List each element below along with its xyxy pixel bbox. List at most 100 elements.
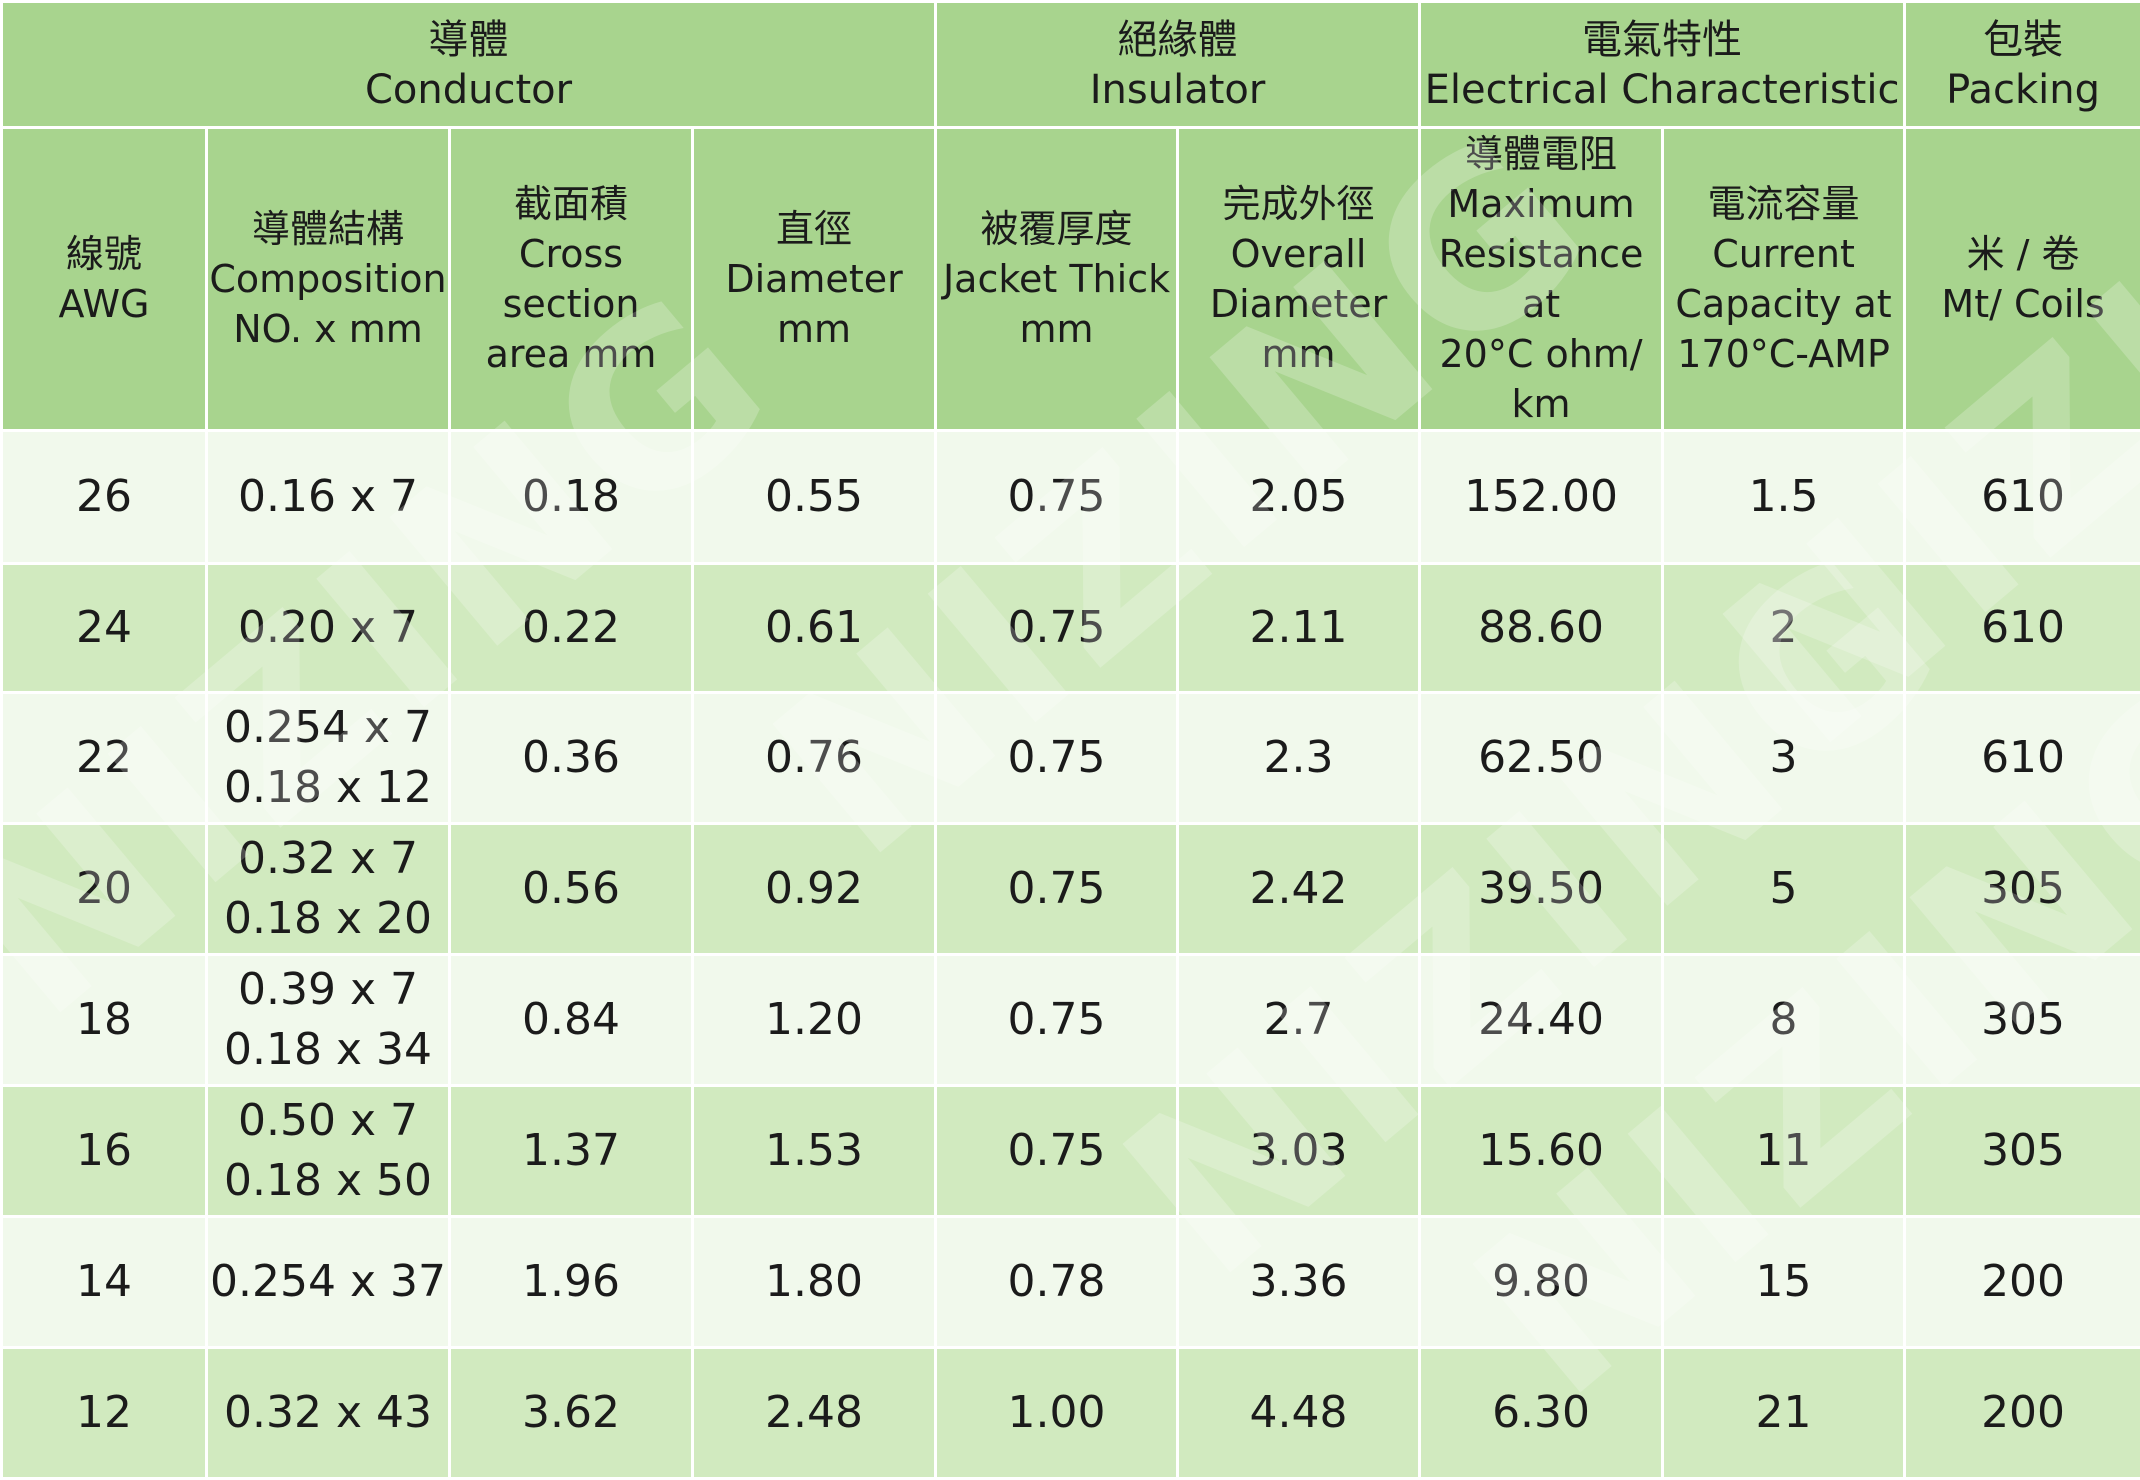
cell-resistance: 62.50 bbox=[1420, 693, 1663, 824]
cell-resistance: 15.60 bbox=[1420, 1086, 1663, 1217]
column-header-line: Composition bbox=[208, 254, 448, 304]
column-header-line: Jacket Thick bbox=[937, 254, 1176, 304]
cell-diameter: 1.53 bbox=[693, 1086, 936, 1217]
cell-composition: 0.20 x 7 bbox=[207, 564, 450, 693]
cell-resistance: 39.50 bbox=[1420, 824, 1663, 955]
cell-awg: 24 bbox=[2, 564, 207, 693]
column-header-line: Capacity at bbox=[1664, 279, 1903, 329]
cell-awg: 18 bbox=[2, 955, 207, 1086]
cell-overall-diameter: 4.48 bbox=[1178, 1348, 1420, 1479]
group-header-en: Conductor bbox=[3, 65, 934, 115]
cell-diameter: 0.61 bbox=[693, 564, 936, 693]
group-header-conductor: 導體 Conductor bbox=[2, 2, 936, 128]
column-header-line: 米 / 卷 bbox=[1906, 229, 2140, 279]
cell-resistance: 24.40 bbox=[1420, 955, 1663, 1086]
cell-cross-section: 1.96 bbox=[450, 1217, 693, 1348]
cell-resistance: 88.60 bbox=[1420, 564, 1663, 693]
cell-cross-section: 0.84 bbox=[450, 955, 693, 1086]
cell-diameter: 0.55 bbox=[693, 431, 936, 564]
cell-diameter: 2.48 bbox=[693, 1348, 936, 1479]
cell-overall-diameter: 3.36 bbox=[1178, 1217, 1420, 1348]
cell-jacket-thick: 0.78 bbox=[936, 1217, 1178, 1348]
column-header-line: 170°C-AMP bbox=[1664, 329, 1903, 379]
group-header-packing: 包裝 Packing bbox=[1905, 2, 2140, 128]
cell-composition: 0.254 x 37 bbox=[207, 1217, 450, 1348]
composition-line: 0.20 x 7 bbox=[208, 598, 448, 658]
column-header-line: 導體結構 bbox=[208, 204, 448, 254]
cell-resistance: 9.80 bbox=[1420, 1217, 1663, 1348]
cell-packing: 305 bbox=[1905, 824, 2140, 955]
column-header-line: Mt/ Coils bbox=[1906, 279, 2140, 329]
cell-diameter: 0.92 bbox=[693, 824, 936, 955]
cell-diameter: 1.20 bbox=[693, 955, 936, 1086]
cell-overall-diameter: 2.11 bbox=[1178, 564, 1420, 693]
column-header-line: Maximum bbox=[1421, 179, 1661, 229]
cell-current-capacity: 11 bbox=[1663, 1086, 1905, 1217]
column-header-line: mm bbox=[937, 304, 1176, 354]
cell-jacket-thick: 0.75 bbox=[936, 955, 1178, 1086]
cell-awg: 26 bbox=[2, 431, 207, 564]
cell-overall-diameter: 2.05 bbox=[1178, 431, 1420, 564]
cell-current-capacity: 21 bbox=[1663, 1348, 1905, 1479]
cell-awg: 12 bbox=[2, 1348, 207, 1479]
cell-packing: 305 bbox=[1905, 955, 2140, 1086]
column-header-line: mm bbox=[694, 304, 934, 354]
composition-line: 0.39 x 7 bbox=[208, 960, 448, 1020]
cell-packing: 610 bbox=[1905, 564, 2140, 693]
group-header-insulator: 絕緣體 Insulator bbox=[936, 2, 1420, 128]
group-header-zh: 導體 bbox=[3, 15, 934, 65]
group-header-en: Packing bbox=[1906, 65, 2140, 115]
group-header-zh: 包裝 bbox=[1906, 15, 2140, 65]
composition-line: 0.18 x 34 bbox=[208, 1020, 448, 1080]
cell-awg: 16 bbox=[2, 1086, 207, 1217]
cell-packing: 610 bbox=[1905, 693, 2140, 824]
cell-diameter: 1.80 bbox=[693, 1217, 936, 1348]
cell-composition: 0.16 x 7 bbox=[207, 431, 450, 564]
column-header-line: area mm bbox=[451, 329, 691, 379]
cell-jacket-thick: 0.75 bbox=[936, 693, 1178, 824]
group-header-electrical: 電氣特性 Electrical Characteristic bbox=[1420, 2, 1905, 128]
composition-line: 0.18 x 50 bbox=[208, 1151, 448, 1211]
column-header-line: 20°C ohm/ bbox=[1421, 329, 1661, 379]
column-header-line: 直徑 bbox=[694, 204, 934, 254]
cell-cross-section: 0.22 bbox=[450, 564, 693, 693]
cell-overall-diameter: 2.7 bbox=[1178, 955, 1420, 1086]
cell-composition: 0.32 x 43 bbox=[207, 1348, 450, 1479]
cell-cross-section: 0.56 bbox=[450, 824, 693, 955]
composition-line: 0.16 x 7 bbox=[208, 467, 448, 527]
composition-line: 0.18 x 12 bbox=[208, 758, 448, 818]
cell-jacket-thick: 1.00 bbox=[936, 1348, 1178, 1479]
composition-line: 0.50 x 7 bbox=[208, 1091, 448, 1151]
column-header-line: Diameter bbox=[694, 254, 934, 304]
cell-cross-section: 0.18 bbox=[450, 431, 693, 564]
column-header-line: 電流容量 bbox=[1664, 179, 1903, 229]
cell-diameter: 0.76 bbox=[693, 693, 936, 824]
column-header-line: Diameter bbox=[1179, 279, 1418, 329]
cell-overall-diameter: 2.3 bbox=[1178, 693, 1420, 824]
column-header-line: 線號 bbox=[3, 229, 205, 279]
cell-awg: 14 bbox=[2, 1217, 207, 1348]
column-header-line: 被覆厚度 bbox=[937, 204, 1176, 254]
cell-packing: 200 bbox=[1905, 1348, 2140, 1479]
cell-overall-diameter: 2.42 bbox=[1178, 824, 1420, 955]
cell-current-capacity: 1.5 bbox=[1663, 431, 1905, 564]
cell-current-capacity: 5 bbox=[1663, 824, 1905, 955]
column-header-line: Overall bbox=[1179, 229, 1418, 279]
group-header-en: Electrical Characteristic bbox=[1421, 65, 1903, 115]
cell-jacket-thick: 0.75 bbox=[936, 1086, 1178, 1217]
